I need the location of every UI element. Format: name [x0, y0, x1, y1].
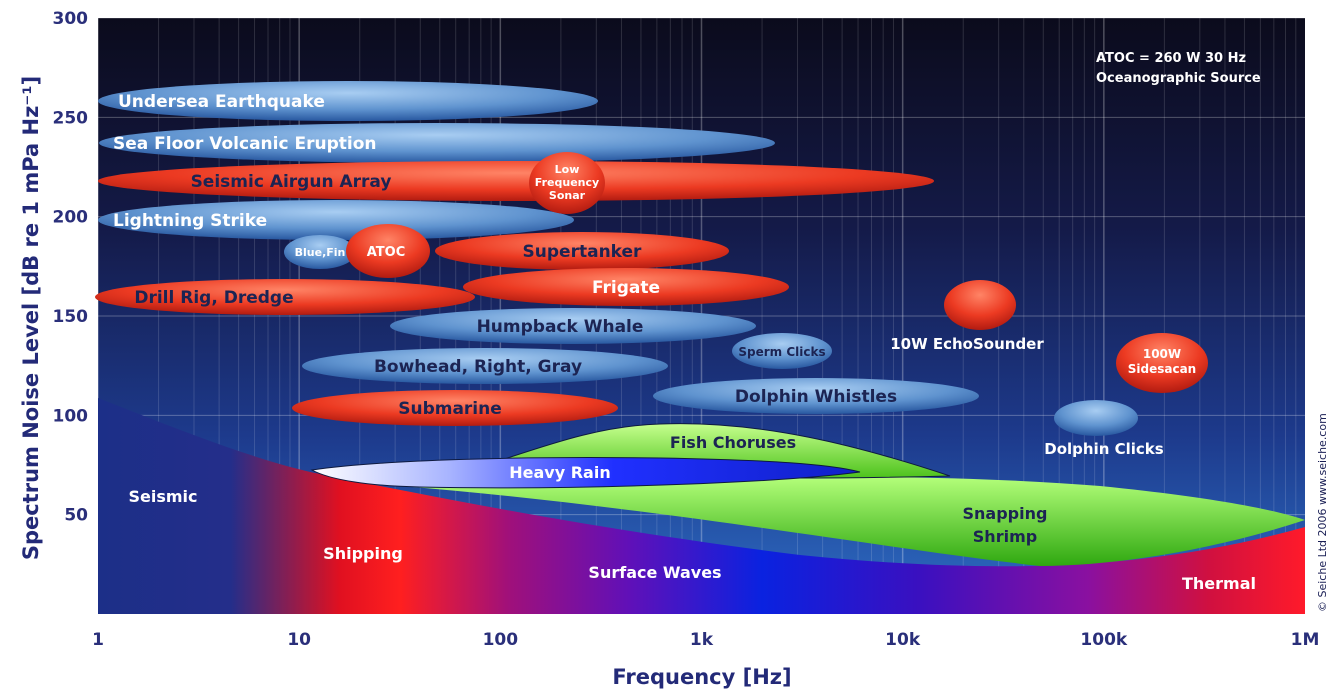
- source-submarine: [292, 390, 618, 426]
- source-100w-sidesacan: [1116, 333, 1208, 393]
- label-blue-fin: Blue,Fin: [295, 246, 346, 259]
- label-frigate: Frigate: [592, 278, 660, 298]
- label-humpback-whale: Humpback Whale: [477, 317, 644, 337]
- y-tick-label: 150: [53, 307, 89, 327]
- x-tick-label: 100k: [1080, 630, 1127, 650]
- base-noise-area: [98, 398, 1305, 614]
- label-sperm-clicks: Sperm Clicks: [738, 345, 825, 359]
- source-sperm-clicks: [732, 333, 832, 369]
- label-snapping-shrimp-line-2: Shrimp: [973, 527, 1037, 546]
- label-low-frequency-sonar-line-1: Low: [555, 163, 580, 176]
- y-tick-label: 50: [64, 506, 88, 526]
- source-atoc: [346, 224, 430, 278]
- snapping-shrimp-band: [400, 476, 1305, 566]
- source-dolphin-clicks: [1054, 400, 1138, 436]
- y-tick-label: 250: [53, 108, 89, 128]
- source-seismic-airgun-array: [98, 161, 934, 201]
- label-shipping: Shipping: [323, 544, 403, 563]
- source-supertanker: [435, 232, 729, 270]
- source-10w-echosounder: [944, 280, 1016, 330]
- atoc-annotation-line-2: Oceanographic Source: [1096, 71, 1261, 86]
- credit-text: © Seiche Ltd 2006 www.seiche.com: [1316, 413, 1329, 612]
- label-snapping-shrimp-line-1: Snapping: [963, 504, 1048, 523]
- atoc-annotation-line-1: ATOC = 260 W 30 Hz: [1096, 51, 1246, 66]
- x-axis-title: Frequency [Hz]: [612, 665, 791, 689]
- label-dolphin-clicks: Dolphin Clicks: [1044, 440, 1164, 458]
- label-bowhead-right-gray: Bowhead, Right, Gray: [374, 357, 582, 377]
- label-10w-echosounder: 10W EchoSounder: [890, 335, 1044, 353]
- x-tick-labels: 1 10 100 1k 10k 100k 1M: [92, 630, 1319, 650]
- label-100w-sidesacan-line-2: Sidesacan: [1128, 362, 1196, 376]
- label-supertanker: Supertanker: [523, 242, 643, 262]
- source-humpback-whale: [390, 308, 756, 344]
- label-drill-rig-dredge: Drill Rig, Dredge: [134, 288, 293, 308]
- label-atoc: ATOC: [367, 245, 406, 260]
- x-tick-label: 10k: [885, 630, 921, 650]
- label-submarine: Submarine: [398, 399, 502, 419]
- x-tick-label: 10: [287, 630, 311, 650]
- label-undersea-earthquake: Undersea Earthquake: [118, 92, 325, 112]
- y-tick-label: 100: [53, 406, 89, 426]
- label-low-frequency-sonar-line-3: Sonar: [549, 189, 586, 202]
- source-lightning-strike: [98, 200, 574, 240]
- x-tick-label: 1: [92, 630, 104, 650]
- y-axis-title: Spectrum Noise Level [dB re 1 mPa Hz⁻¹]: [19, 76, 43, 560]
- label-lightning-strike: Lightning Strike: [113, 211, 267, 231]
- label-seismic-airgun-array: Seismic Airgun Array: [191, 172, 392, 192]
- source-drill-rig-dredge: [95, 279, 475, 315]
- label-low-frequency-sonar-line-2: Frequency: [535, 176, 599, 189]
- y-tick-label: 300: [53, 9, 89, 29]
- source-undersea-earthquake: [98, 81, 598, 121]
- y-tick-labels: 50 100 150 200 250 300: [53, 9, 89, 526]
- label-100w-sidesacan-line-1: 100W: [1143, 347, 1181, 361]
- source-low-frequency-sonar: [529, 152, 605, 214]
- x-tick-label: 1k: [690, 630, 714, 650]
- source-bowhead-right-gray: [302, 348, 668, 384]
- label-heavy-rain: Heavy Rain: [509, 463, 610, 482]
- y-tick-label: 200: [53, 208, 89, 228]
- label-surface-waves: Surface Waves: [588, 563, 721, 582]
- noise-sources: Undersea Earthquake Sea Floor Volcanic E…: [95, 81, 1208, 458]
- source-frigate: [463, 268, 789, 306]
- label-dolphin-whistles: Dolphin Whistles: [735, 387, 897, 407]
- source-dolphin-whistles: [653, 378, 979, 414]
- label-sea-floor-volcanic-eruption: Sea Floor Volcanic Eruption: [113, 134, 376, 154]
- label-thermal: Thermal: [1182, 574, 1256, 593]
- heavy-rain-band: [310, 457, 861, 489]
- source-blue-fin: [284, 235, 356, 269]
- x-tick-label: 100: [483, 630, 519, 650]
- x-tick-label: 1M: [1291, 630, 1320, 650]
- label-seismic: Seismic: [128, 487, 197, 506]
- source-sea-floor-volcanic-eruption: [99, 123, 775, 163]
- label-fish-choruses: Fish Choruses: [670, 433, 796, 452]
